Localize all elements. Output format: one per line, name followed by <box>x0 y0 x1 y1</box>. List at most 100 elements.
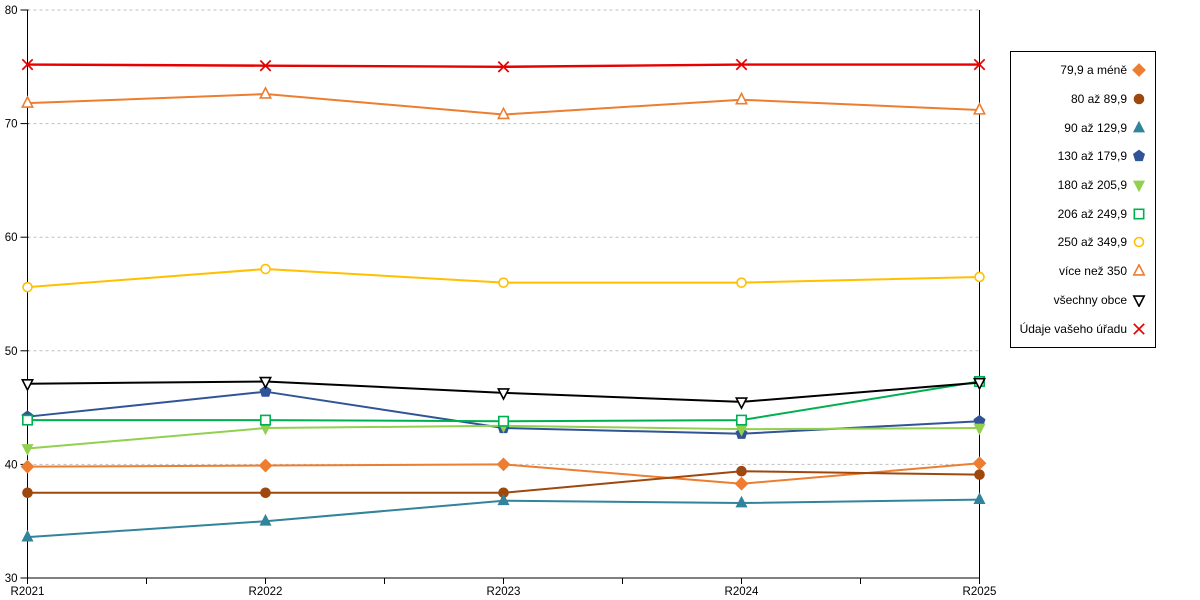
series-9 <box>21 58 986 73</box>
legend-marker-glyph <box>1132 150 1146 162</box>
circle-marker <box>498 277 509 288</box>
y-tick-label: 60 <box>5 232 18 244</box>
diamond-marker <box>258 458 273 473</box>
circle-outline-marker-icon <box>1132 235 1146 249</box>
diamond-marker <box>496 457 511 472</box>
square-marker-icon <box>1132 207 1146 221</box>
gridlines <box>27 9 980 465</box>
series-6 <box>22 263 985 293</box>
pentagon-marker-icon <box>1132 149 1146 163</box>
series-2 <box>21 492 986 542</box>
triangle-up-marker <box>735 495 748 508</box>
triangle-up-marker <box>258 86 273 99</box>
triangle-up-marker <box>496 106 511 120</box>
triangle-down-marker-icon <box>1132 178 1146 193</box>
x-marker <box>973 58 986 71</box>
circle-marker <box>736 277 747 288</box>
circle-marker <box>260 263 271 275</box>
circle-marker <box>260 487 271 499</box>
series-line <box>27 498 980 539</box>
circle-marker <box>974 271 985 283</box>
series-1 <box>22 465 985 499</box>
legend-marker-glyph <box>1133 322 1145 335</box>
x-marker-icon <box>1132 322 1146 336</box>
chart-legend: 79,9 a méně 80 až 89,9 90 až 129,9 130 a… <box>1010 51 1156 348</box>
x-marker <box>735 58 748 71</box>
legend-item-5: 206 až 249,9 <box>1011 201 1155 227</box>
legend-marker-glyph <box>1133 93 1145 105</box>
y-tick-label: 40 <box>5 459 18 471</box>
triangle-outline-marker-icon <box>1132 263 1146 278</box>
legend-label: 80 až 89,9 <box>1070 92 1127 107</box>
legend-item-8: všechny obce <box>1011 287 1155 313</box>
legend-label: 206 až 249,9 <box>1057 206 1127 221</box>
y-tick-label: 80 <box>5 5 18 17</box>
legend-marker-glyph <box>1133 237 1145 248</box>
triangle-up-marker <box>259 513 272 526</box>
triangle-up-marker <box>972 102 987 115</box>
square-marker <box>735 414 747 426</box>
circle-marker <box>22 281 33 293</box>
x-marker <box>259 59 272 72</box>
pentagon-marker <box>259 385 272 397</box>
diamond-marker <box>972 456 987 471</box>
square-marker <box>497 415 509 427</box>
legend-marker-glyph <box>1132 180 1146 193</box>
triangle-up-marker-icon <box>1132 120 1146 135</box>
legend-item-3: 130 až 179,9 <box>1011 143 1155 169</box>
triangle-up-marker <box>734 91 749 105</box>
circle-marker <box>22 487 33 499</box>
axes: 30 40 50 60 70 80 R2021 R2022 R2023 R2024 R2025 <box>5 5 997 598</box>
x-tick-label: R2021 <box>11 586 45 598</box>
circle-marker-icon <box>1132 92 1146 106</box>
legend-marker-glyph <box>1132 120 1146 133</box>
triangle-down-marker <box>258 376 273 390</box>
legend-label: více než 350 <box>1058 264 1127 279</box>
legend-label: 180 až 205,9 <box>1057 178 1127 193</box>
x-tick-label: R2025 <box>963 586 997 598</box>
legend-marker-glyph <box>1132 295 1146 308</box>
square-marker <box>259 414 271 426</box>
diamond-marker <box>734 476 749 491</box>
triangle-down-outline-marker-icon <box>1132 293 1146 308</box>
legend-marker-glyph <box>1133 208 1145 220</box>
x-tick-label: R2022 <box>249 586 283 598</box>
y-tick-label: 50 <box>5 346 18 358</box>
triangle-down-marker <box>972 377 987 391</box>
legend-marker-glyph <box>1132 263 1146 276</box>
legend-item-1: 80 až 89,9 <box>1011 86 1155 112</box>
legend-item-2: 90 až 129,9 <box>1011 115 1155 141</box>
x-tick-label: R2023 <box>487 586 521 598</box>
triangle-up-marker <box>20 95 35 108</box>
legend-label: Údaje vašeho úřadu <box>1019 321 1127 336</box>
triangle-up-marker <box>973 492 986 505</box>
legend-label: všechny obce <box>1053 292 1127 307</box>
y-tick-label: 70 <box>5 119 18 131</box>
x-marker <box>497 60 510 73</box>
diamond-marker-icon <box>1132 63 1146 78</box>
circle-marker <box>736 465 747 477</box>
x-marker <box>21 58 34 71</box>
legend-item-4: 180 až 205,9 <box>1011 172 1155 198</box>
triangle-up-marker <box>21 529 34 542</box>
series-7 <box>20 86 987 120</box>
triangle-down-marker <box>496 388 511 401</box>
legend-label: 79,9 a méně <box>1060 63 1127 78</box>
square-marker <box>21 414 33 426</box>
y-tick-label: 30 <box>5 573 18 585</box>
series-8 <box>20 376 987 410</box>
legend-item-0: 79,9 a méně <box>1011 57 1155 83</box>
diamond-marker <box>20 459 35 474</box>
triangle-down-marker <box>20 379 35 392</box>
series-4 <box>21 421 986 456</box>
circle-marker <box>974 469 985 480</box>
triangle-down-marker <box>21 444 34 456</box>
triangle-down-marker <box>734 397 749 410</box>
legend-label: 250 až 349,9 <box>1057 235 1127 250</box>
legend-item-9: Údaje vašeho úřadu <box>1011 316 1155 342</box>
legend-marker-glyph <box>1132 63 1146 78</box>
x-tick-label: R2024 <box>725 586 759 598</box>
triangle-up-marker <box>497 493 510 506</box>
